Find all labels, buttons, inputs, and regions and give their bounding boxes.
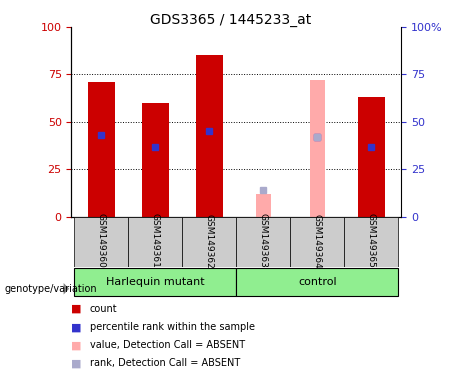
Bar	[290, 217, 344, 267]
Text: value, Detection Call = ABSENT: value, Detection Call = ABSENT	[90, 340, 245, 350]
Polygon shape	[64, 283, 69, 295]
Text: ■: ■	[71, 304, 82, 314]
Bar	[88, 82, 115, 217]
Bar	[128, 217, 182, 267]
Text: ■: ■	[71, 358, 82, 368]
Bar	[196, 55, 223, 217]
Bar	[182, 217, 236, 267]
Text: ■: ■	[71, 322, 82, 332]
Text: GSM149360: GSM149360	[97, 214, 106, 268]
Text: GSM149361: GSM149361	[151, 214, 160, 268]
Text: count: count	[90, 304, 118, 314]
Text: GSM149365: GSM149365	[367, 214, 376, 268]
Bar	[142, 103, 169, 217]
Bar	[236, 268, 398, 296]
Text: percentile rank within the sample: percentile rank within the sample	[90, 322, 255, 332]
Text: GSM149362: GSM149362	[205, 214, 214, 268]
Text: ■: ■	[71, 340, 82, 350]
Text: genotype/variation: genotype/variation	[5, 284, 97, 294]
Bar	[236, 217, 290, 267]
Bar	[74, 268, 236, 296]
Bar	[344, 217, 398, 267]
Bar	[256, 194, 271, 217]
Text: GSM149364: GSM149364	[313, 214, 322, 268]
Bar	[358, 97, 385, 217]
Text: GDS3365 / 1445233_at: GDS3365 / 1445233_at	[150, 13, 311, 27]
Text: Harlequin mutant: Harlequin mutant	[106, 276, 205, 286]
Text: rank, Detection Call = ABSENT: rank, Detection Call = ABSENT	[90, 358, 240, 368]
Text: control: control	[298, 276, 337, 286]
Bar	[74, 217, 128, 267]
Bar	[310, 80, 325, 217]
Text: GSM149363: GSM149363	[259, 214, 268, 268]
